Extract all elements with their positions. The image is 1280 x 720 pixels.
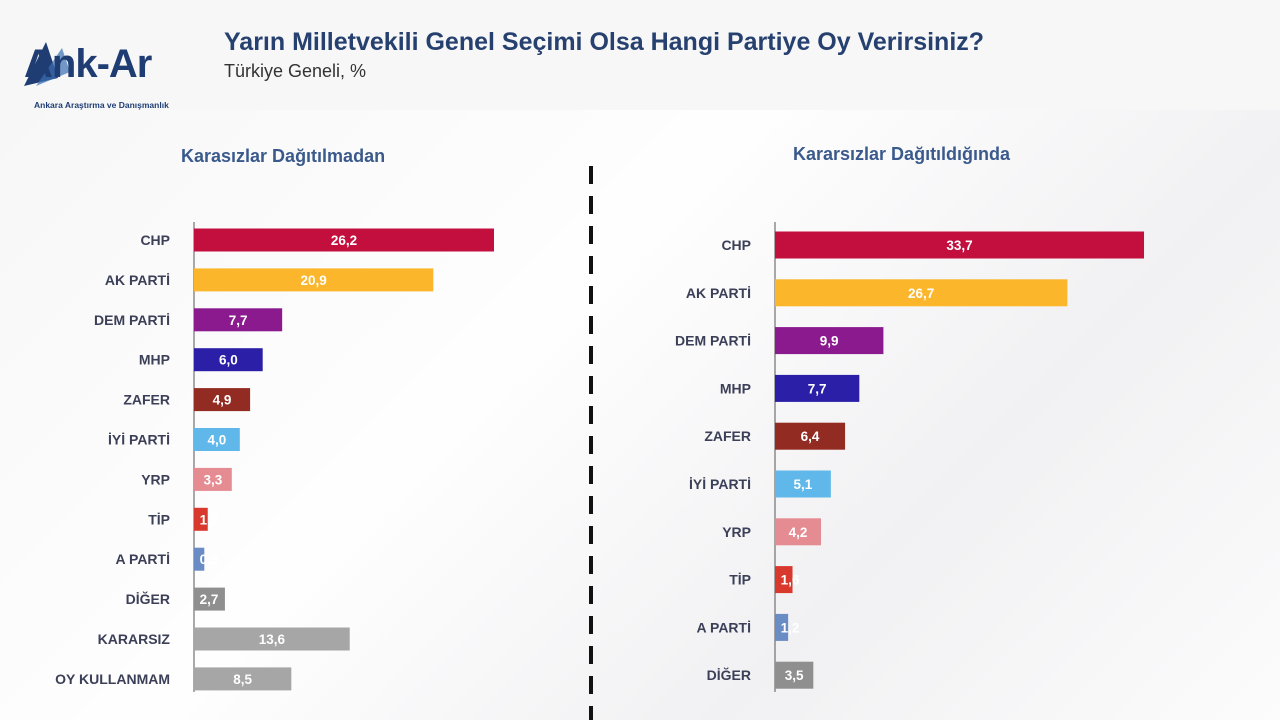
right-category-label: İYİ PARTİ <box>689 476 751 492</box>
page-subtitle: Türkiye Geneli, % <box>224 61 367 81</box>
left-bar <box>194 268 434 292</box>
logo-mark-icon <box>24 42 70 86</box>
left-category-label: A PARTİ <box>116 551 170 567</box>
left-value-label: 4,0 <box>208 433 227 448</box>
right-bar <box>775 470 831 498</box>
right-value-label: 33,7 <box>946 238 972 253</box>
left-value-label: 7,7 <box>229 313 248 328</box>
left-category-label: OY KULLANMAM <box>55 671 170 687</box>
left-bar <box>194 388 251 412</box>
left-bar <box>194 547 205 571</box>
right-value-label: 9,9 <box>820 334 839 349</box>
left-bar <box>194 428 240 451</box>
left-value-label: 4,9 <box>213 393 232 408</box>
right-category-label: A PARTİ <box>697 619 751 635</box>
left-category-label: DEM PARTİ <box>94 312 170 328</box>
right-category-label: AK PARTİ <box>686 285 751 301</box>
right-value-label: 1,2 <box>781 620 800 635</box>
left-bar <box>194 627 350 651</box>
right-bar <box>775 566 793 594</box>
right-bar <box>775 231 1145 259</box>
left-category-label: DİĞER <box>126 590 170 607</box>
right-bar <box>775 374 860 402</box>
right-bar <box>775 327 884 355</box>
left-category-label: MHP <box>139 352 170 368</box>
left-category-label: CHP <box>140 232 170 248</box>
right-bar <box>775 613 789 641</box>
right-bar <box>775 422 846 450</box>
right-category-label: CHP <box>721 237 751 253</box>
left-bar <box>194 348 263 372</box>
left-value-label: 13,6 <box>259 632 286 647</box>
left-bar <box>194 667 292 691</box>
left-value-label: 6,0 <box>219 353 238 368</box>
left-category-label: AK PARTİ <box>105 272 170 288</box>
left-category-label: İYİ PARTİ <box>108 432 170 448</box>
right-bar <box>775 279 1068 307</box>
left-bar <box>194 308 283 332</box>
dashed-divider <box>589 166 593 720</box>
right-category-label: ZAFER <box>704 428 751 444</box>
left-value-label: 1,2 <box>200 512 219 527</box>
left-value-label: 2,7 <box>200 592 219 607</box>
page-title: Yarın Milletvekili Genel Seçimi Olsa Han… <box>224 28 985 56</box>
left-bar <box>194 467 232 491</box>
logo-subtitle: Ankara Araştırma ve Danışmanlık <box>34 100 169 110</box>
right-value-label: 6,4 <box>801 429 820 444</box>
left-bar <box>194 228 494 252</box>
right-category-label: YRP <box>722 524 751 540</box>
left-panel-title: Karasızlar Dağıtılmadan <box>181 146 386 166</box>
right-panel-title: Kararsızlar Dağıtıldığında <box>793 144 1011 164</box>
right-bar <box>775 518 821 546</box>
right-bar <box>775 661 814 689</box>
right-category-label: MHP <box>720 380 751 396</box>
left-value-label: 0,9 <box>200 552 219 567</box>
right-category-label: TİP <box>729 572 751 588</box>
left-bar <box>194 507 208 531</box>
right-category-label: DİĞER <box>707 666 751 683</box>
right-category-label: DEM PARTİ <box>675 333 751 349</box>
right-value-label: 26,7 <box>908 286 934 301</box>
right-value-label: 4,2 <box>789 525 808 540</box>
right-value-label: 3,5 <box>785 668 804 683</box>
left-value-label: 20,9 <box>301 273 327 288</box>
right-value-label: 1,6 <box>781 573 800 588</box>
left-category-label: ZAFER <box>123 392 170 408</box>
left-category-label: TİP <box>148 511 170 527</box>
right-value-label: 7,7 <box>808 381 827 396</box>
left-bar <box>194 587 225 611</box>
left-value-label: 8,5 <box>233 672 252 687</box>
left-value-label: 3,3 <box>204 472 223 487</box>
left-category-label: YRP <box>141 471 170 487</box>
left-category-label: KARARSIZ <box>98 631 171 647</box>
left-value-label: 26,2 <box>331 233 357 248</box>
right-value-label: 5,1 <box>794 477 813 492</box>
background-pattern <box>0 110 1280 720</box>
logo-text: Ank-Ar <box>24 42 152 86</box>
